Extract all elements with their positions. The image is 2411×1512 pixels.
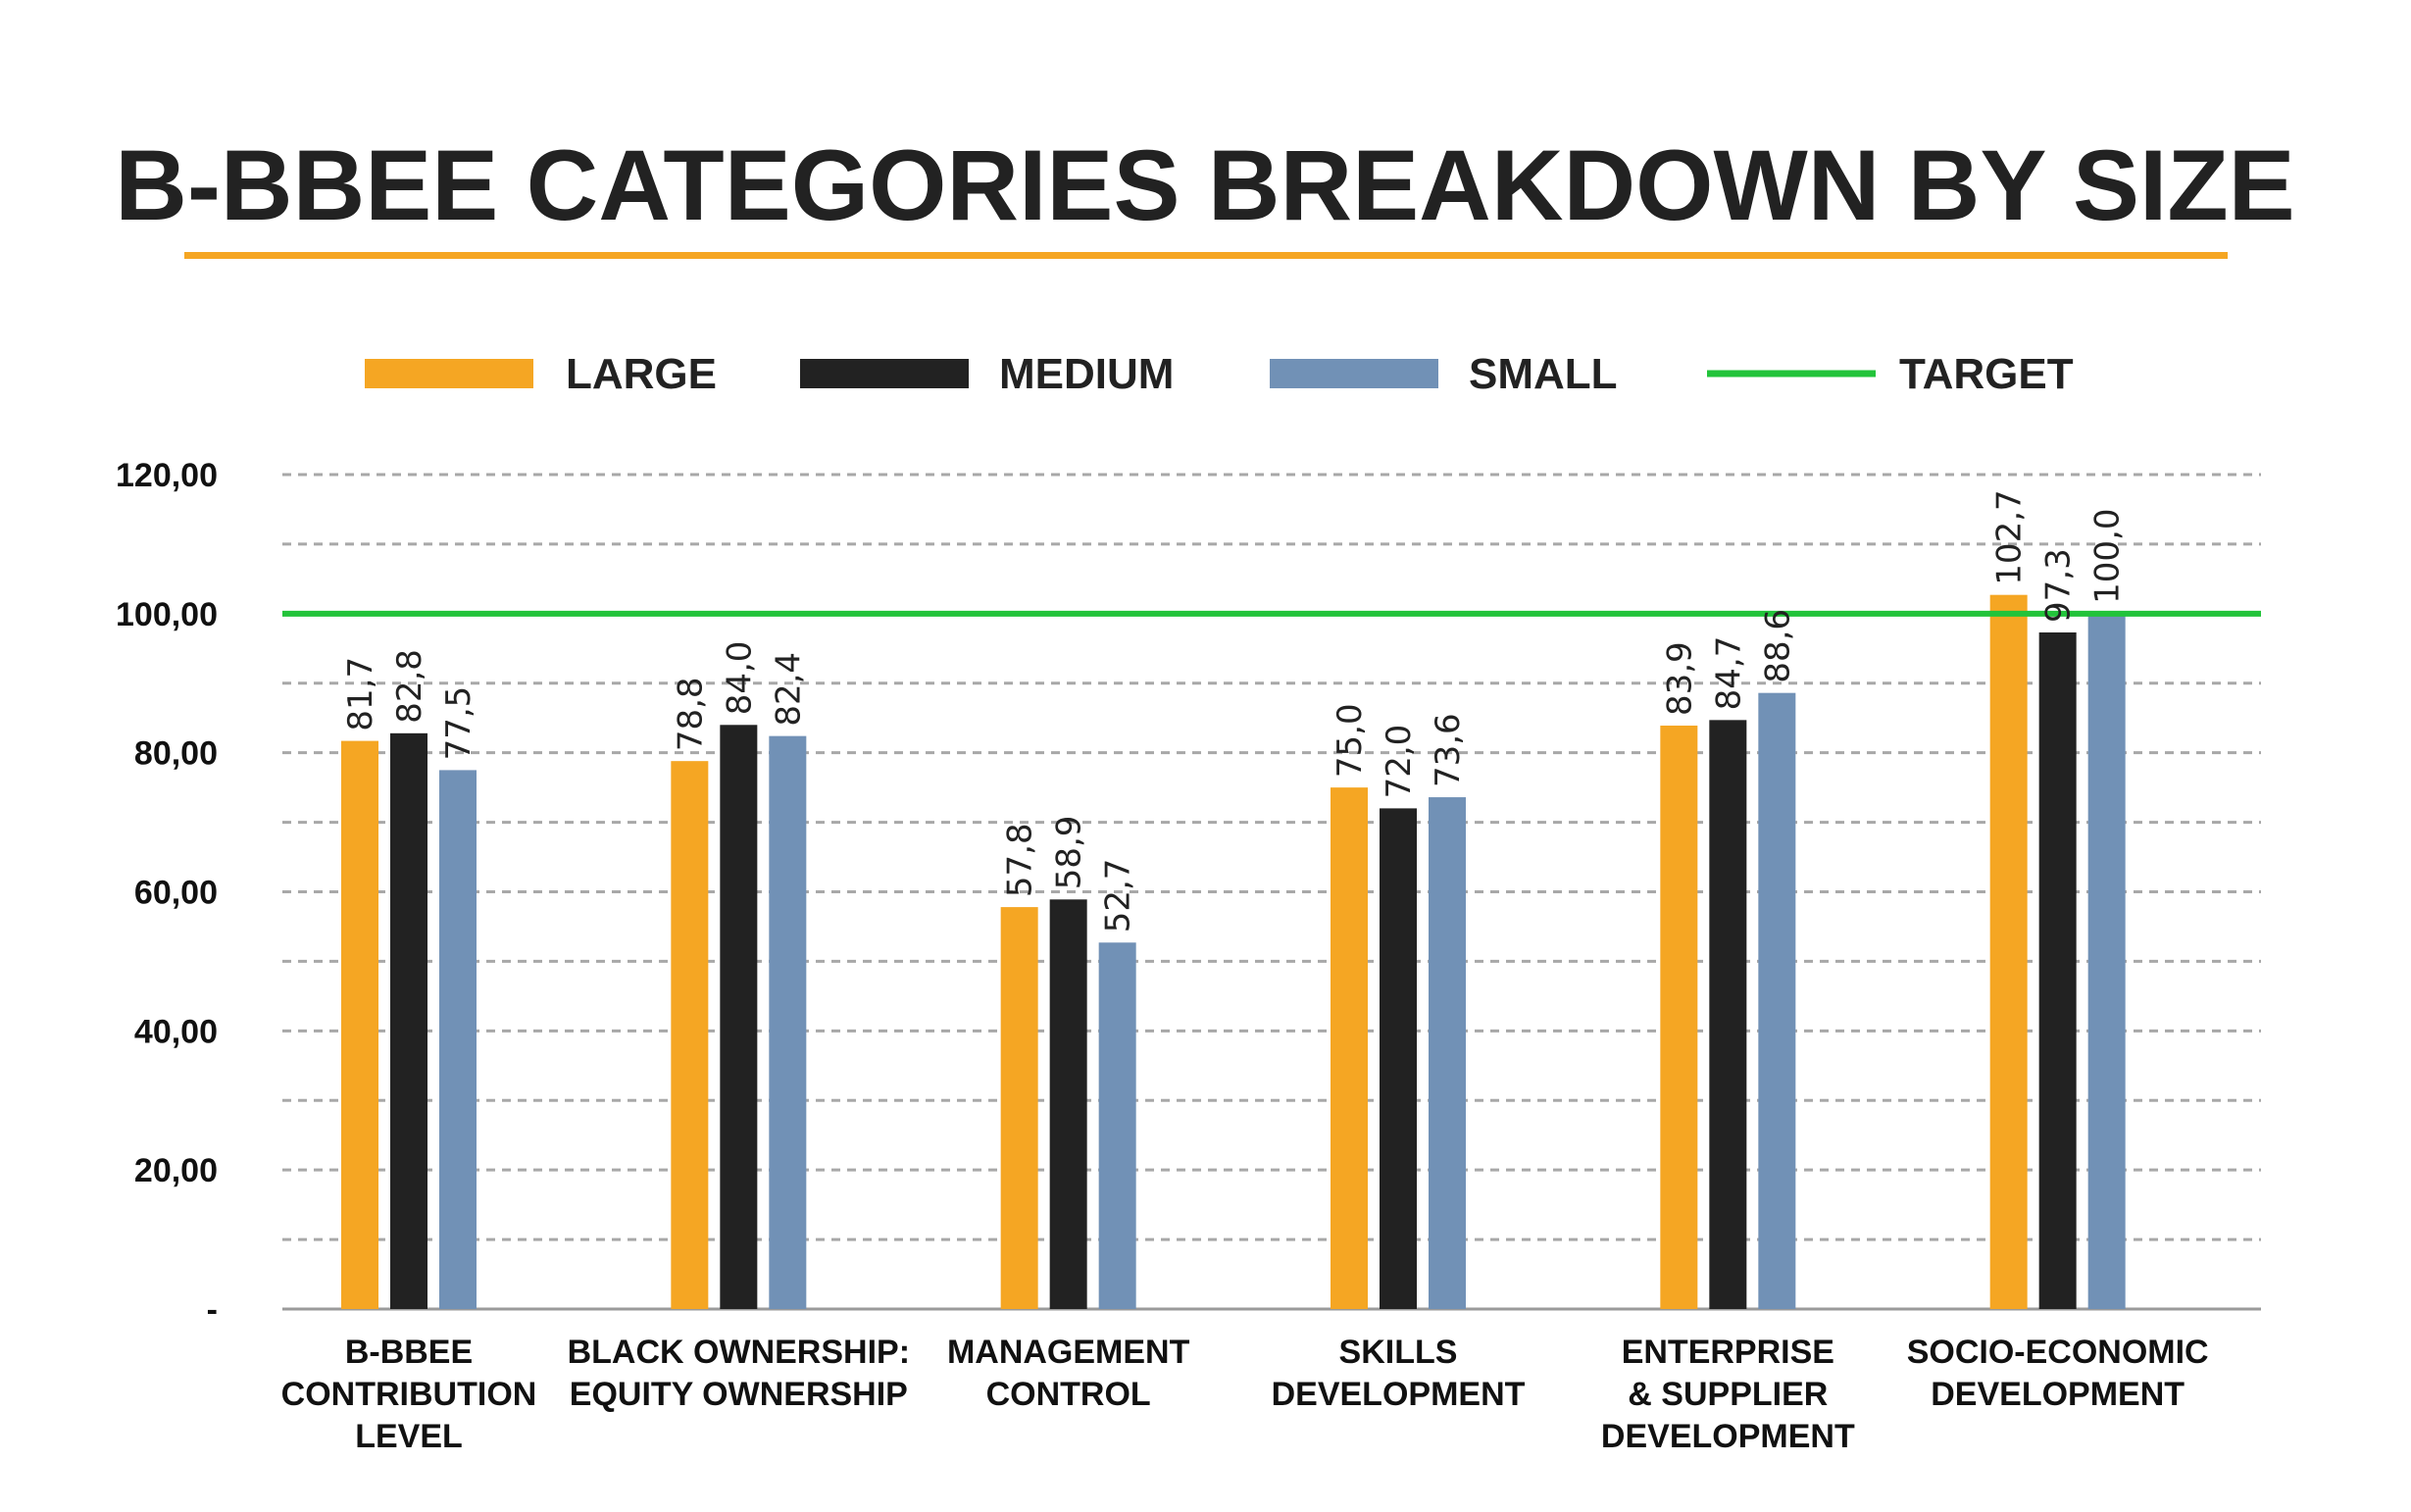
legend-label-small: SMALL <box>1469 350 1618 398</box>
legend-swatch-large <box>365 359 533 388</box>
bar-large <box>341 740 378 1309</box>
legend-label-large: LARGE <box>566 350 717 398</box>
category-label: B-BBEE <box>345 1334 473 1371</box>
bar-medium <box>1380 808 1417 1309</box>
bar-small <box>1429 797 1466 1309</box>
data-label: 83,9 <box>1660 641 1699 716</box>
chart-title: B-BBEE CATEGORIES BREAKDOWN BY SIZE <box>115 129 2294 241</box>
legend-swatch-medium <box>800 359 969 388</box>
data-label: 81,7 <box>341 657 380 731</box>
bar-medium <box>390 732 427 1309</box>
category-label: DEVELOPMENT <box>1601 1418 1855 1455</box>
data-label: 58,9 <box>1050 816 1089 890</box>
y-tick-label: 40,00 <box>134 1013 218 1050</box>
y-tick-label: 60,00 <box>134 875 218 912</box>
y-tick-label: 80,00 <box>134 735 218 773</box>
bar-medium <box>2038 631 2077 1309</box>
category-label: SKILLS <box>1339 1334 1458 1371</box>
bar-large <box>1660 726 1698 1309</box>
category-label: DEVELOPMENT <box>1931 1376 2185 1413</box>
category-label: BLACK OWNERSHIP: <box>568 1334 910 1371</box>
y-tick-label: - <box>207 1291 218 1329</box>
legend-label-target: TARGET <box>1899 350 2074 398</box>
bar-medium <box>720 725 758 1309</box>
bar-large <box>1989 594 2028 1309</box>
data-label: 97,3 <box>2039 548 2079 623</box>
y-tick-label: 120,00 <box>116 457 218 494</box>
category-label: CONTROL <box>986 1376 1151 1413</box>
category-label: ENTERPRISE <box>1622 1334 1834 1371</box>
data-label: 100,0 <box>2088 508 2128 603</box>
category-label: LEVEL <box>355 1418 463 1455</box>
data-label: 78,8 <box>671 677 710 751</box>
bar-small <box>2087 613 2126 1309</box>
data-label: 75,0 <box>1331 703 1370 778</box>
legend-label-medium: MEDIUM <box>999 350 1174 398</box>
category-label: & SUPPLIER <box>1628 1376 1828 1413</box>
bar-small <box>1098 942 1136 1309</box>
data-label: 77,5 <box>439 686 478 761</box>
data-label: 82,4 <box>769 652 808 727</box>
data-label: 52,7 <box>1099 859 1138 933</box>
category-label: EQUITY OWNERSHIP <box>570 1376 908 1413</box>
bar-medium <box>1709 720 1747 1309</box>
bar-small <box>439 770 477 1309</box>
category-label: DEVELOPMENT <box>1272 1376 1526 1413</box>
data-label: 82,8 <box>390 649 429 724</box>
data-label: 57,8 <box>1001 823 1040 897</box>
bar-small <box>1758 692 1796 1309</box>
bar-small <box>769 735 807 1309</box>
data-label: 102,7 <box>1990 489 2030 584</box>
data-label: 72,0 <box>1380 725 1419 799</box>
bar-large <box>1331 787 1368 1309</box>
category-label: CONTRIBUTION <box>281 1376 537 1413</box>
data-label: 84,7 <box>1709 636 1748 711</box>
data-label: 73,6 <box>1429 713 1468 787</box>
category-label: MANAGEMENT <box>947 1334 1190 1371</box>
category-label: SOCIO-ECONOMIC <box>1907 1334 2209 1371</box>
bar-medium <box>1049 899 1087 1309</box>
legend-swatch-small <box>1270 359 1438 388</box>
data-label: 88,6 <box>1758 609 1797 683</box>
data-label: 84,0 <box>720 641 759 716</box>
bar-large <box>671 761 709 1309</box>
y-tick-label: 20,00 <box>134 1152 218 1189</box>
y-tick-label: 100,00 <box>116 596 218 633</box>
bar-large <box>1000 907 1038 1309</box>
title-underline <box>184 252 2228 259</box>
